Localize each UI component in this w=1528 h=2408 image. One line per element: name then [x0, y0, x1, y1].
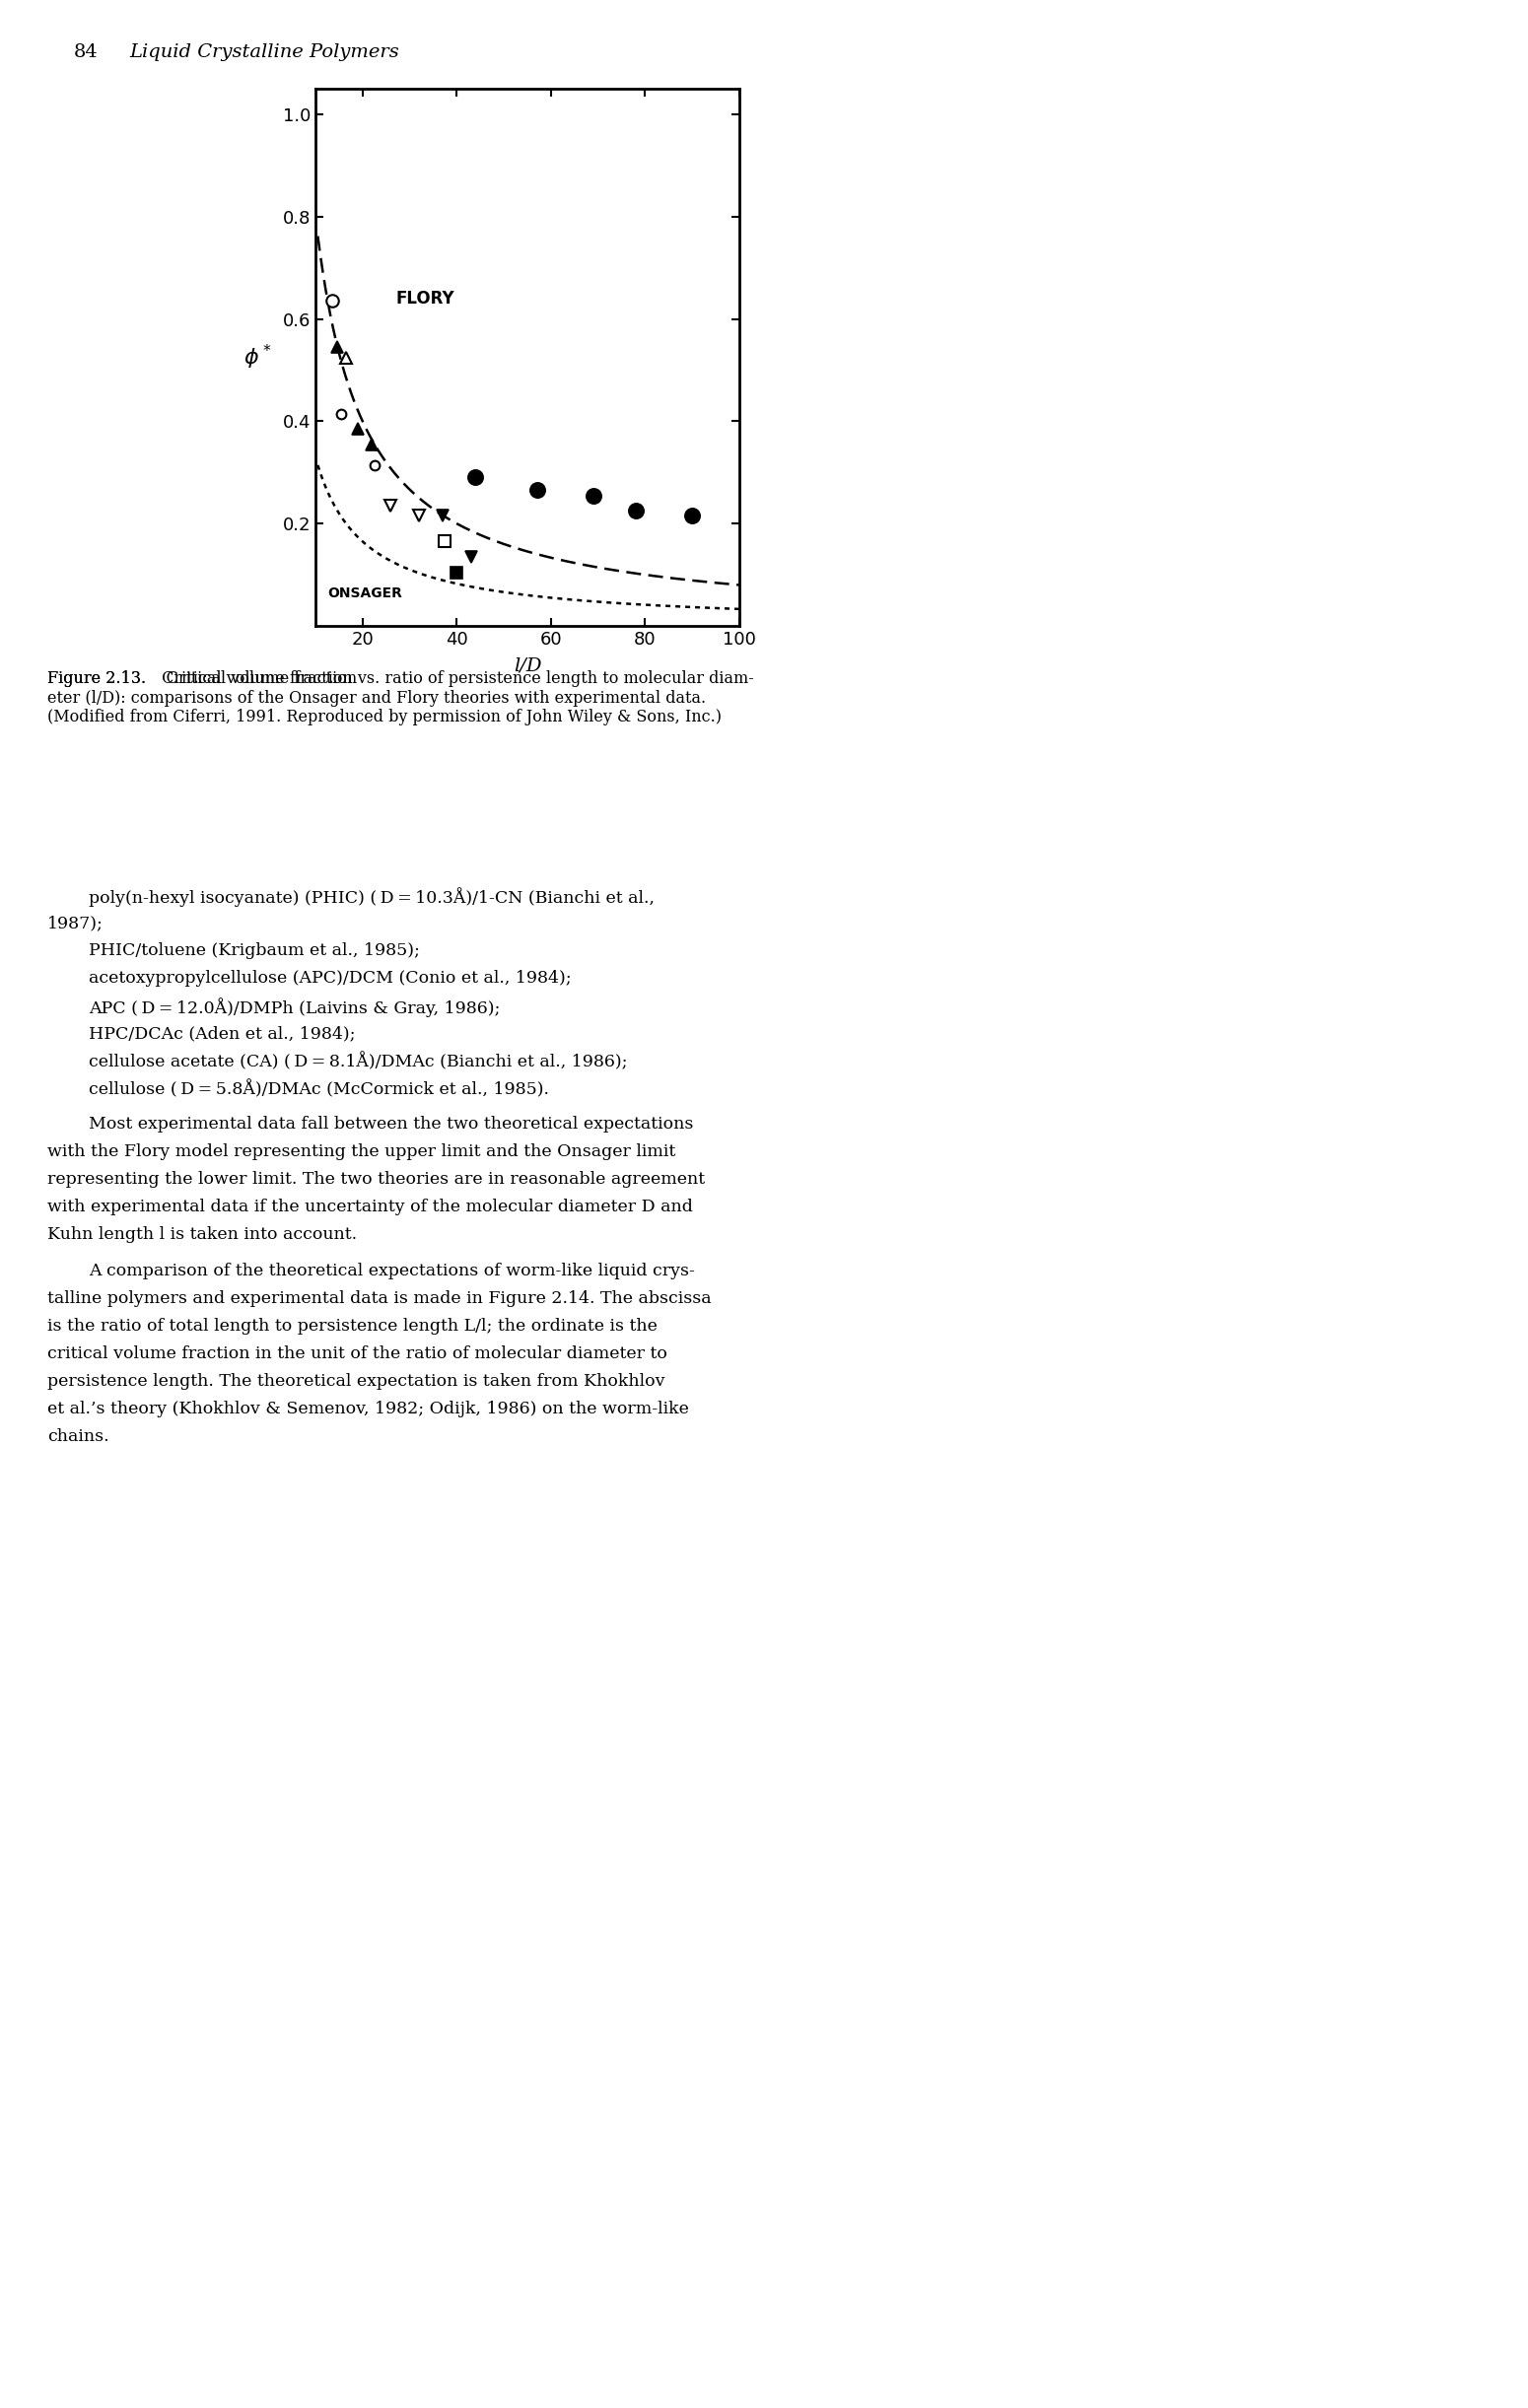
Text: ONSAGER: ONSAGER [327, 588, 402, 600]
Text: Kuhn length l is taken into account.: Kuhn length l is taken into account. [47, 1226, 358, 1243]
Text: Figure 2.13.    Critical volume fraction: Figure 2.13. Critical volume fraction [47, 669, 362, 686]
Text: poly(n-hexyl isocyanate) (PHIC) ( D = 10.3Å)/1-CN (Bianchi et al.,: poly(n-hexyl isocyanate) (PHIC) ( D = 10… [89, 886, 654, 908]
Text: with experimental data if the uncertainty of the molecular diameter D and: with experimental data if the uncertaint… [47, 1199, 692, 1216]
Text: Figure 2.13. Critical volume fraction vs. ratio of persistence length to molecul: Figure 2.13. Critical volume fraction vs… [47, 669, 753, 725]
Text: cellulose acetate (CA) ( D = 8.1Å)/DMAc (Bianchi et al., 1986);: cellulose acetate (CA) ( D = 8.1Å)/DMAc … [89, 1052, 628, 1072]
Text: cellulose ( D = 5.8Å)/DMAc (McCormick et al., 1985).: cellulose ( D = 5.8Å)/DMAc (McCormick et… [89, 1081, 549, 1098]
Text: with the Flory model representing the upper limit and the Onsager limit: with the Flory model representing the up… [47, 1144, 675, 1161]
Text: Most experimental data fall between the two theoretical expectations: Most experimental data fall between the … [89, 1117, 694, 1132]
Text: HPC/DCAc (Aden et al., 1984);: HPC/DCAc (Aden et al., 1984); [89, 1026, 356, 1043]
Text: talline polymers and experimental data is made in Figure 2.14. The abscissa: talline polymers and experimental data i… [47, 1291, 712, 1308]
Text: FLORY: FLORY [396, 289, 454, 308]
Text: acetoxypropylcellulose (APC)/DCM (Conio et al., 1984);: acetoxypropylcellulose (APC)/DCM (Conio … [89, 970, 571, 987]
X-axis label: l/D: l/D [513, 657, 541, 674]
Text: Liquid Crystalline Polymers: Liquid Crystalline Polymers [130, 43, 400, 60]
Text: et al.’s theory (Khokhlov & Semenov, 1982; Odijk, 1986) on the worm-like: et al.’s theory (Khokhlov & Semenov, 198… [47, 1401, 689, 1418]
Text: persistence length. The theoretical expectation is taken from Khokhlov: persistence length. The theoretical expe… [47, 1373, 665, 1389]
Text: A comparison of the theoretical expectations of worm-like liquid crys-: A comparison of the theoretical expectat… [89, 1262, 695, 1279]
Y-axis label: $\phi^*$: $\phi^*$ [244, 342, 272, 371]
Text: is the ratio of total length to persistence length L/l; the ordinate is the: is the ratio of total length to persiste… [47, 1317, 657, 1334]
Text: 1987);: 1987); [47, 915, 104, 932]
Text: PHIC/toluene (Krigbaum et al., 1985);: PHIC/toluene (Krigbaum et al., 1985); [89, 942, 420, 958]
Text: chains.: chains. [47, 1428, 108, 1445]
Text: 84: 84 [73, 43, 98, 60]
Text: critical volume fraction in the unit of the ratio of molecular diameter to: critical volume fraction in the unit of … [47, 1346, 668, 1363]
Text: APC ( D = 12.0Å)/DMPh (Laivins & Gray, 1986);: APC ( D = 12.0Å)/DMPh (Laivins & Gray, 1… [89, 997, 500, 1016]
Text: representing the lower limit. The two theories are in reasonable agreement: representing the lower limit. The two th… [47, 1170, 704, 1187]
